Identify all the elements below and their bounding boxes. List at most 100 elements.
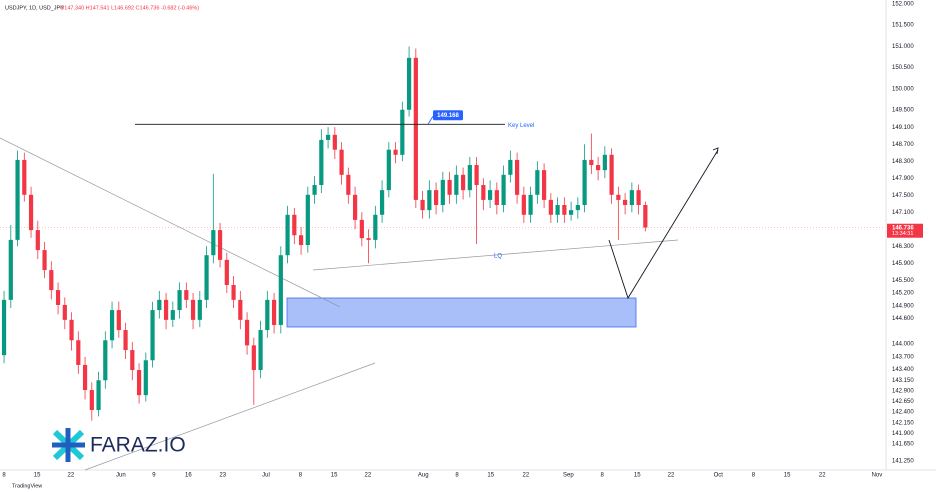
- x-tick-label: 22: [668, 473, 675, 479]
- y-tick-label: 144.600: [892, 316, 914, 322]
- ohlc: O147.340 H147.541 L146.692 C146.736 -0.6…: [60, 5, 199, 11]
- candle-body: [69, 319, 74, 341]
- candle-body: [204, 255, 209, 300]
- candle-body: [555, 205, 560, 215]
- key-level-connector: [427, 116, 434, 125]
- x-tick-label: 15: [487, 473, 494, 479]
- projection-arrow: [608, 149, 719, 300]
- y-tick-label: 150.000: [892, 86, 914, 92]
- candle-body: [325, 134, 331, 140]
- candle-body: [494, 190, 499, 206]
- candle-body: [150, 310, 155, 361]
- x-tick-label: 8: [752, 473, 756, 479]
- candle-body: [521, 194, 526, 215]
- candle-body: [359, 219, 364, 239]
- logo: [52, 428, 85, 462]
- y-tick-label: 148.700: [892, 142, 914, 148]
- y-tick-label: 152.000: [892, 1, 914, 7]
- candle-body: [629, 190, 634, 206]
- y-tick-label: 150.500: [892, 65, 914, 71]
- candle-body: [467, 165, 472, 191]
- x-tick-label: Nov: [872, 473, 883, 479]
- x-tick-label: 8: [600, 473, 604, 479]
- x-tick-label: 22: [819, 473, 826, 479]
- candle-body: [427, 190, 432, 211]
- candle-body: [616, 194, 621, 200]
- candle-body: [157, 299, 162, 311]
- candle-body: [163, 299, 169, 320]
- candle-body: [42, 250, 47, 271]
- candle-body: [589, 159, 594, 166]
- candle-body: [271, 299, 277, 325]
- candle-body: [62, 304, 67, 320]
- candle-body: [305, 194, 310, 245]
- x-tick-label: 8: [299, 473, 303, 479]
- candle-body: [454, 174, 459, 195]
- y-tick-label: 146.300: [892, 244, 914, 250]
- candle-body: [393, 149, 398, 155]
- candle-body: [136, 370, 142, 396]
- candle-body: [474, 165, 479, 186]
- x-tick-label: Jun: [116, 473, 126, 479]
- candle-body: [481, 185, 486, 200]
- trend-line: [0, 137, 341, 308]
- x-tick-label: Aug: [418, 473, 429, 479]
- candle-body: [386, 149, 391, 191]
- x-tick-label: 22: [68, 473, 75, 479]
- y-tick-label: 145.900: [892, 261, 914, 267]
- candle-body: [447, 179, 452, 195]
- candle-body: [96, 380, 101, 411]
- candle-body: [76, 340, 81, 365]
- candle-body: [643, 205, 648, 228]
- last-price-label: 146.736: [892, 225, 914, 231]
- candle-body: [82, 364, 88, 391]
- candle-body: [15, 159, 20, 240]
- x-tick-label: 15: [784, 473, 791, 479]
- candle-body: [609, 154, 614, 195]
- y-tick-label: 149.100: [892, 125, 914, 131]
- x-tick-label: 22: [365, 473, 372, 479]
- candle-body: [130, 350, 135, 371]
- lq-line: [312, 239, 679, 271]
- candle-body: [312, 185, 317, 195]
- candle-body: [596, 165, 601, 171]
- y-tick-label: 145.200: [892, 291, 914, 297]
- candle-body: [440, 179, 445, 206]
- candle-body: [514, 159, 520, 195]
- x-tick-label: 8: [455, 473, 459, 479]
- y-tick-label: 151.500: [892, 23, 914, 29]
- y-tick-label: 151.000: [892, 44, 914, 50]
- candle-body: [28, 194, 34, 231]
- candle-body: [582, 159, 587, 206]
- candle-body: [528, 194, 533, 215]
- candle-body: [339, 149, 344, 175]
- candle-body: [244, 319, 250, 346]
- y-tick-label: 142.150: [892, 420, 914, 426]
- candle-body: [184, 290, 189, 300]
- candle-body: [123, 330, 128, 351]
- y-tick-label: 143.150: [892, 378, 914, 384]
- x-tick-label: 23: [219, 473, 226, 479]
- x-tick-label: Oct: [714, 473, 724, 479]
- candle-body: [89, 390, 94, 411]
- symbol: USDJPY, 1D, USD_JPY: [5, 5, 64, 11]
- candle-body: [379, 190, 385, 215]
- candle-body: [346, 174, 351, 195]
- candle-body: [211, 230, 216, 256]
- candle-body: [568, 210, 574, 215]
- candle-body: [238, 299, 243, 320]
- key-level-tag: [433, 110, 463, 121]
- x-tick-label: Sep: [563, 473, 574, 479]
- candle-body: [413, 57, 418, 200]
- y-tick-label: 149.500: [892, 108, 914, 114]
- y-tick-label: 145.500: [892, 278, 914, 284]
- candle-body: [332, 134, 337, 150]
- candle-body: [535, 170, 540, 195]
- x-tick-label: Jul: [262, 473, 270, 479]
- trend-line: [84, 362, 376, 471]
- candle-body: [265, 299, 270, 331]
- candle-body: [224, 259, 229, 285]
- y-tick-label: 142.650: [892, 399, 914, 405]
- candle-body: [258, 330, 263, 371]
